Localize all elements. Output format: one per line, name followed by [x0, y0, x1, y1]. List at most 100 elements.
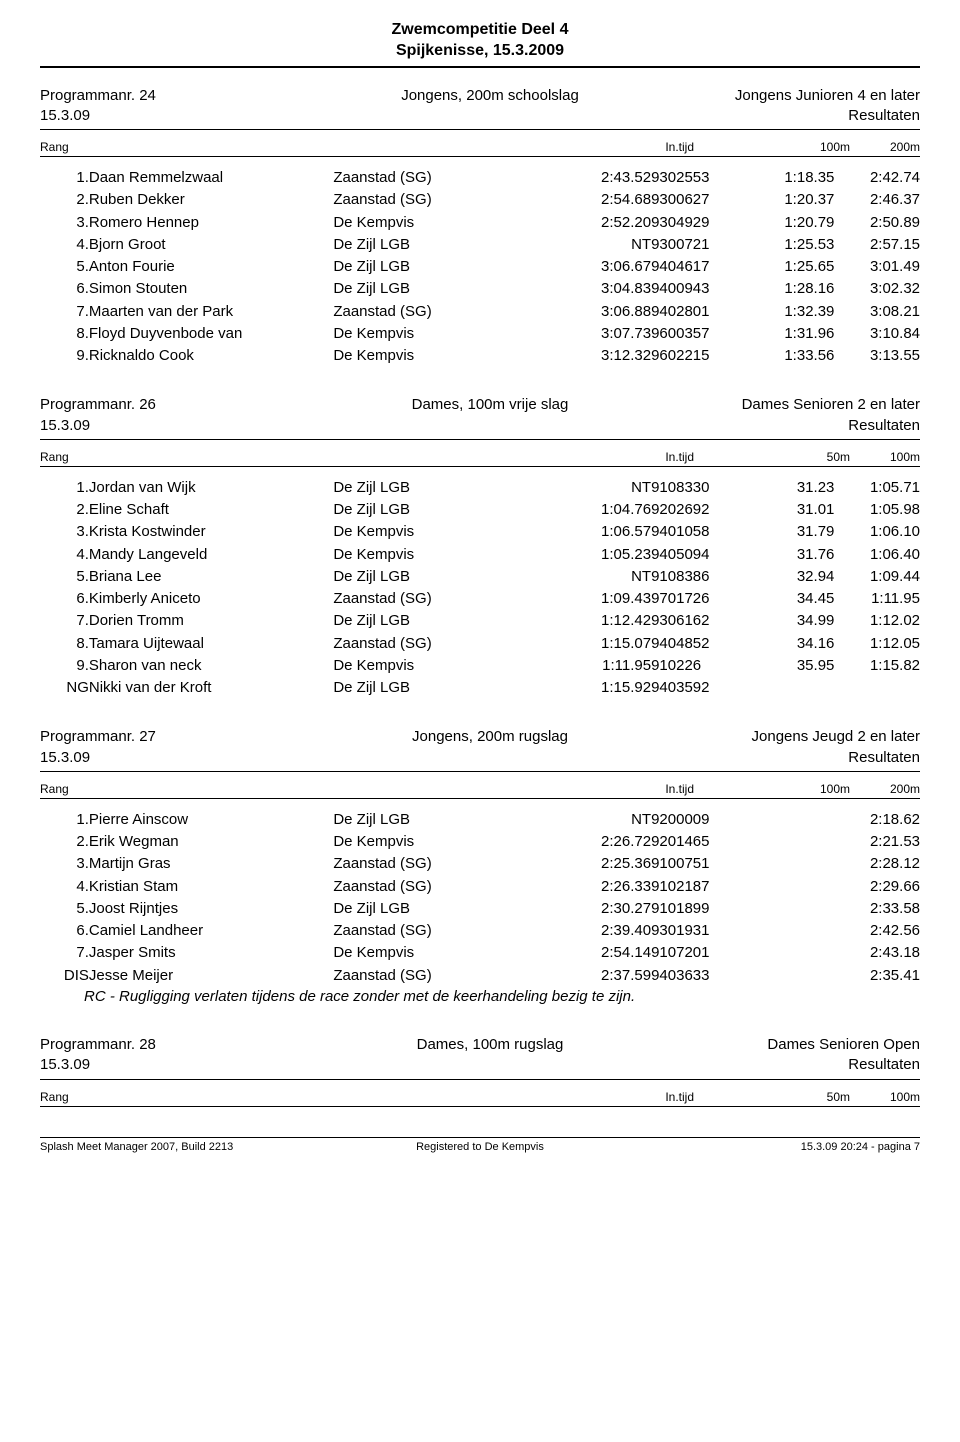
cell-rank: 6. [40, 920, 89, 942]
cell-name: Mandy Langeveld [89, 544, 333, 566]
cell-club: De Zijl LGB [333, 256, 529, 278]
program-rule [40, 1079, 920, 1080]
col-split1: 50m [780, 450, 850, 464]
page: Zwemcompetitie Deel 4 Spijkenisse, 15.3.… [0, 0, 960, 1173]
cell-split2: 2:33.58 [834, 898, 920, 920]
table-row: 7.Maarten van der ParkZaanstad (SG)3:06.… [40, 301, 920, 323]
cell-split2: 1:11.95 [834, 588, 920, 610]
cell-split1: 1:20.79 [749, 212, 835, 234]
column-header: RangIn.tijd100m200m [40, 782, 920, 796]
cell-rank: 1. [40, 809, 89, 831]
cell-club: Zaanstad (SG) [333, 920, 529, 942]
column-rule [40, 1106, 920, 1107]
cell-intijd: 3:04.83 [529, 278, 651, 300]
title-rule [40, 66, 920, 68]
cell-split2: 3:08.21 [834, 301, 920, 323]
cell-intijd: 2:26.33 [529, 876, 651, 898]
table-row: 4.Mandy LangeveldDe Kempvis1:05.23940509… [40, 544, 920, 566]
cell-rank: 7. [40, 610, 89, 632]
cell-name: Kimberly Aniceto [89, 588, 333, 610]
program-note: RC - Rugligging verlaten tijdens de race… [40, 987, 920, 1007]
cell-id: 9602215 [651, 345, 749, 367]
cell-split1 [749, 831, 835, 853]
cell-club: De Zijl LGB [333, 566, 529, 588]
cell-intijd: NT [529, 566, 651, 588]
cell-club: De Zijl LGB [333, 809, 529, 831]
col-intijd: In.tijd [600, 140, 700, 154]
cell-rank: NG [40, 677, 89, 699]
col-rang: Rang [40, 450, 80, 464]
cell-rank: 3. [40, 853, 89, 875]
footer-left: Splash Meet Manager 2007, Build 2213 [40, 1141, 333, 1153]
program-header: Programmanr. 2615.3.09Dames, 100m vrije … [40, 395, 920, 436]
table-row: 4.Kristian StamZaanstad (SG)2:26.3391021… [40, 876, 920, 898]
program-resultaten: Resultaten [848, 749, 920, 766]
cell-name: Anton Fourie [89, 256, 333, 278]
cell-split1: 34.16 [749, 633, 835, 655]
cell-id: 9201465 [651, 831, 749, 853]
cell-split2: 3:13.55 [834, 345, 920, 367]
program-rule [40, 771, 920, 772]
cell-id: 9403633 [651, 965, 749, 987]
cell-intijd: 2:37.59 [529, 965, 651, 987]
cell-rank: 8. [40, 323, 89, 345]
col-intijd: In.tijd [600, 450, 700, 464]
cell-club: De Zijl LGB [333, 677, 529, 699]
cell-id: 9100751 [651, 853, 749, 875]
cell-intijd: NT [529, 477, 651, 499]
cell-name: Dorien Tromm [89, 610, 333, 632]
cell-club: Zaanstad (SG) [333, 588, 529, 610]
cell-split1: 1:25.53 [749, 234, 835, 256]
cell-id: 9404852 [651, 633, 749, 655]
cell-rank: 4. [40, 876, 89, 898]
cell-name: Jordan van Wijk [89, 477, 333, 499]
cell-id: 9405094 [651, 544, 749, 566]
table-row: 6.Camiel LandheerZaanstad (SG)2:39.40930… [40, 920, 920, 942]
table-row: 2.Eline SchaftDe Zijl LGB1:04.7692026923… [40, 499, 920, 521]
program-right: Jongens Jeugd 2 en later Resultaten [660, 727, 920, 768]
cell-rank: 5. [40, 256, 89, 278]
program-category: Dames Senioren Open [767, 1036, 920, 1053]
table-row: 1.Pierre AinscowDe Zijl LGBNT92000092:18… [40, 809, 920, 831]
cell-split1: 1:33.56 [749, 345, 835, 367]
page-title: Zwemcompetitie Deel 4 Spijkenisse, 15.3.… [40, 20, 920, 62]
cell-name: Ricknaldo Cook [89, 345, 333, 367]
cell-split1 [749, 898, 835, 920]
cell-id: 9404617 [651, 256, 749, 278]
program-event: Jongens, 200m schoolslag [320, 86, 660, 127]
cell-name: Maarten van der Park [89, 301, 333, 323]
cell-split1: 1:31.96 [749, 323, 835, 345]
cell-id: 9200009 [651, 809, 749, 831]
program-block: Programmanr. 24 15.3.09 Jongens, 200m scho… [40, 86, 920, 368]
cell-rank: 3. [40, 521, 89, 543]
cell-split2: 1:06.40 [834, 544, 920, 566]
cell-intijd: 2:54.14 [529, 942, 651, 964]
cell-split1: 1:25.65 [749, 256, 835, 278]
program-event: Dames, 100m rugslag [320, 1035, 660, 1076]
col-rang: Rang [40, 140, 80, 154]
cell-club: De Kempvis [333, 345, 529, 367]
cell-split2: 2:57.15 [834, 234, 920, 256]
column-rule [40, 466, 920, 467]
cell-intijd: 1:09.43 [529, 588, 651, 610]
cell-club: Zaanstad (SG) [333, 876, 529, 898]
cell-split2: 2:28.12 [834, 853, 920, 875]
cell-split1: 34.99 [749, 610, 835, 632]
cell-split1 [749, 876, 835, 898]
program-category: Jongens Junioren 4 en later [735, 87, 920, 104]
cell-rank: 2. [40, 831, 89, 853]
cell-club: De Kempvis [333, 212, 529, 234]
cell-name: Krista Kostwinder [89, 521, 333, 543]
cell-id: 9403592 [651, 677, 749, 699]
cell-intijd: 2:43.52 [529, 167, 651, 189]
cell-intijd: 2:25.36 [529, 853, 651, 875]
program-number: Programmanr. 27 [40, 728, 156, 745]
cell-name: Sharon van neck [89, 655, 333, 677]
cell-split2: 1:12.02 [834, 610, 920, 632]
program-category: Jongens Jeugd 2 en later [752, 728, 920, 745]
cell-rank: 4. [40, 544, 89, 566]
cell-split2: 3:10.84 [834, 323, 920, 345]
program-number: Programmanr. 24 [40, 87, 156, 104]
program-date: 15.3.09 [40, 107, 90, 124]
program-header: Programmanr. 24 15.3.09 Jongens, 200m scho… [40, 86, 920, 127]
